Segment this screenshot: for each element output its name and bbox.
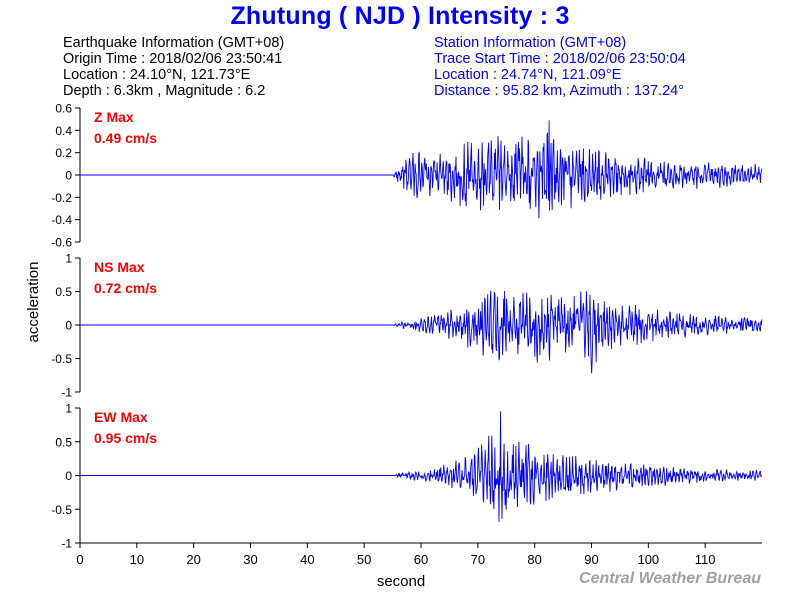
x-axis-title: second: [377, 573, 425, 590]
max-value-ns: 0.72 cm/s: [94, 280, 157, 296]
x-tick-label: 70: [471, 552, 485, 567]
station-location: Location : 24.74°N, 121.09°E: [434, 67, 622, 83]
x-tick-label: 50: [357, 552, 371, 567]
trace-ew: [80, 411, 762, 523]
max-label-ns: NS Max: [94, 259, 145, 275]
x-tick-label: 60: [414, 552, 428, 567]
y-tick-label-z: -0.6: [51, 236, 72, 250]
depth-magnitude: Depth : 6.3km , Magnitude : 6.2: [63, 83, 266, 99]
station-info-heading: Station Information (GMT+08): [434, 35, 627, 51]
epicenter-location: Location : 24.10°N, 121.73°E: [63, 67, 251, 83]
x-tick-label: 40: [300, 552, 314, 567]
y-tick-label-z: -0.2: [51, 191, 72, 205]
earthquake-info-heading: Earthquake Information (GMT+08): [63, 35, 285, 51]
y-tick-label-z: 0.2: [55, 146, 72, 160]
x-tick-label: 0: [76, 552, 83, 567]
y-tick-label-z: 0: [65, 169, 72, 183]
y-tick-label-ns: -0.5: [51, 352, 72, 366]
x-tick-label: 10: [130, 552, 144, 567]
trace-z: [80, 120, 763, 219]
y-tick-label-ew: 1: [65, 402, 72, 416]
y-tick-label-z: -0.4: [51, 213, 72, 227]
max-value-ew: 0.95 cm/s: [94, 430, 157, 446]
y-tick-label-ns: 0.5: [55, 285, 72, 299]
y-tick-label-ew: 0: [65, 469, 72, 483]
max-label-ew: EW Max: [94, 409, 148, 425]
max-label-z: Z Max: [94, 109, 134, 125]
chart-title: Zhutung ( NJD ) Intensity : 3: [230, 2, 570, 30]
trace-ns: [80, 290, 763, 374]
x-tick-label: 30: [243, 552, 257, 567]
x-tick-label: 80: [527, 552, 541, 567]
distance-azimuth: Distance : 95.82 km, Azimuth : 137.24°: [434, 83, 685, 99]
origin-time: Origin Time : 2018/02/06 23:50:41: [63, 51, 283, 67]
x-tick-label: 100: [637, 552, 659, 567]
x-tick-label: 110: [695, 552, 716, 567]
y-tick-label-z: 0.4: [55, 124, 72, 138]
x-tick-label: 20: [186, 552, 200, 567]
station-info-block: Station Information (GMT+08) Trace Start…: [434, 35, 686, 99]
y-tick-label-ns: -1: [61, 386, 72, 400]
x-tick-label: 90: [584, 552, 598, 567]
max-value-z: 0.49 cm/s: [94, 130, 157, 146]
earthquake-info-block: Earthquake Information (GMT+08) Origin T…: [63, 35, 284, 99]
y-axis-title: acceleration: [25, 262, 42, 343]
y-tick-label-z: 0.6: [55, 102, 72, 116]
y-tick-label-ew: -1: [61, 537, 72, 551]
trace-start-time: Trace Start Time : 2018/02/06 23:50:04: [434, 51, 686, 67]
y-tick-label-ew: -0.5: [51, 503, 72, 517]
agency-watermark: Central Weather Bureau: [579, 570, 761, 587]
y-tick-label-ns: 0: [65, 319, 72, 333]
y-tick-label-ew: 0.5: [55, 435, 72, 449]
y-tick-label-ns: 1: [65, 252, 72, 266]
